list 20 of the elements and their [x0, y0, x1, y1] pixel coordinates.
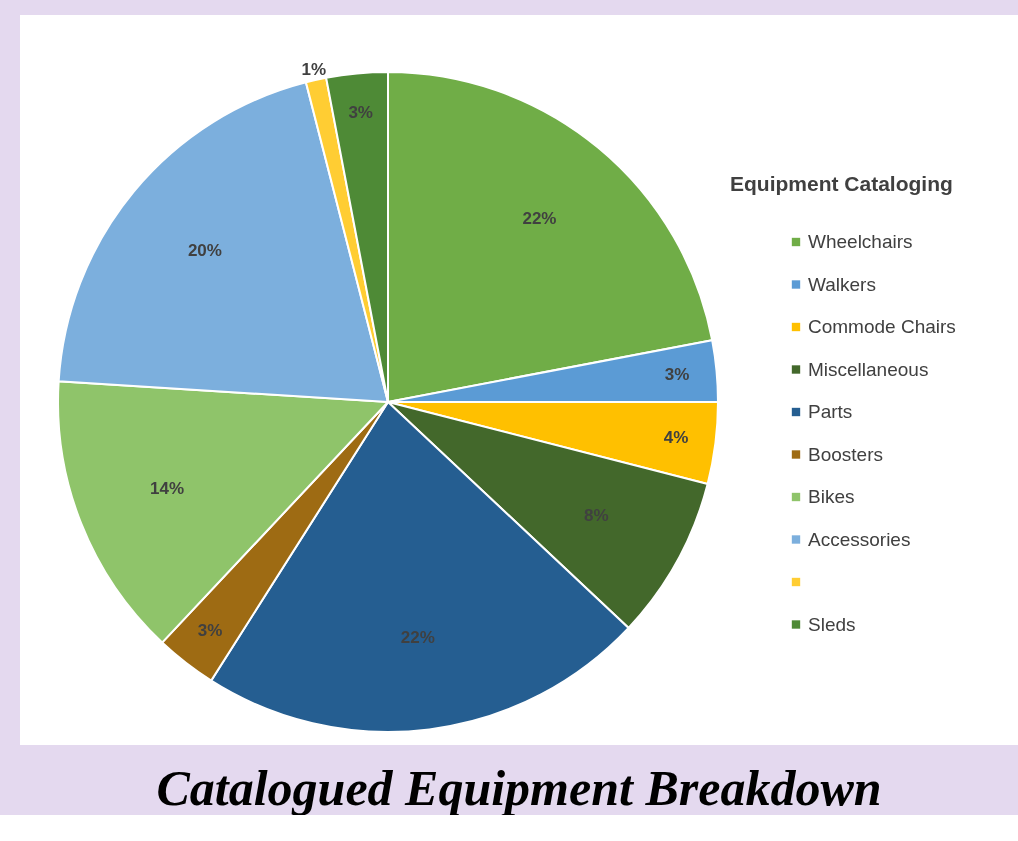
legend-label: Accessories	[808, 528, 911, 550]
text: Catalogued Equipment Breakdown	[156, 760, 882, 816]
legend-label: Bikes	[808, 486, 855, 507]
data-label: 14%	[150, 479, 185, 499]
legend-label: Commode Chairs	[808, 316, 956, 337]
legend-label: Miscellaneous	[808, 358, 929, 380]
data-label: 3%	[348, 102, 373, 122]
data-label: 3%	[664, 364, 690, 384]
data-label: 22%	[522, 208, 557, 228]
data-label: 22%	[400, 627, 435, 647]
legend-label: Parts	[808, 401, 853, 422]
legend-label: Walkers	[808, 273, 876, 295]
legend-label: Sleds	[808, 613, 856, 635]
data-label: 4%	[663, 428, 689, 448]
data-label: 20%	[187, 240, 222, 260]
legend-label: Boosters	[808, 443, 883, 465]
data-label: 3%	[197, 621, 223, 641]
legend-label: Wheelchairs	[808, 231, 913, 252]
data-label: 1%	[301, 60, 327, 80]
legend-title: Equipment Cataloging	[730, 172, 953, 195]
